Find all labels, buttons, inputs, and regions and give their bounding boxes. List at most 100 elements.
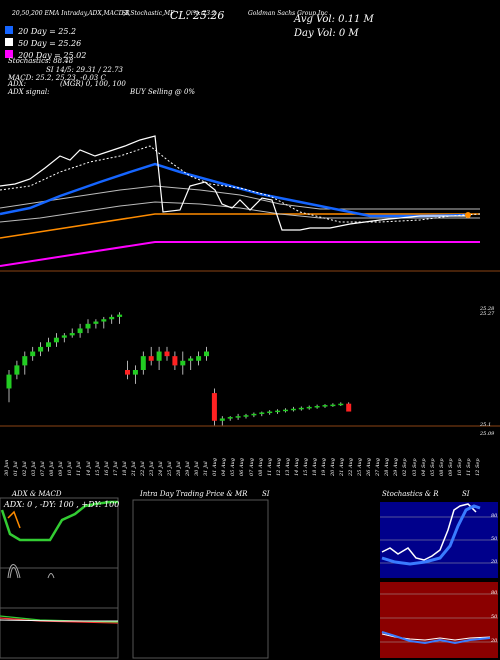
intraday-title-2: SI (262, 490, 270, 498)
adx-readout: ADX: 0 , -DY: 100 , +DY: 100 (4, 500, 120, 509)
legend-swatch-20 (5, 25, 13, 34)
legend-50day: 50 Day = 25.26 (5, 31, 86, 48)
legend-200day: 200 Day = 25.02 (5, 43, 86, 60)
candle-body (251, 413, 257, 416)
candle-body (172, 356, 178, 366)
date-tick-label: 09 Jul (58, 461, 65, 476)
date-axis: 30 Jun 01 Jul 02 Jul 03 Jul 07 Jul 08 Jul 09 J… (0, 440, 500, 490)
candle-body (283, 409, 288, 412)
candle-body (132, 370, 138, 375)
candle-body (164, 351, 170, 357)
candle-body (6, 374, 12, 389)
candle-body (275, 410, 281, 413)
date-tick-label: 05 Sep (429, 458, 436, 476)
date-tick-label: 04 Sep (420, 458, 427, 476)
adx-green-line (0, 500, 118, 542)
rsi-tick-80: 80 (491, 590, 498, 596)
candle-body (298, 407, 304, 410)
rsi-panel-bg (380, 582, 498, 658)
candle-body (314, 406, 320, 408)
candle-body (77, 328, 83, 334)
date-tick-label: 20 Aug (330, 458, 337, 476)
candle-body (93, 321, 99, 324)
date-tick-label: 08 Aug (257, 458, 264, 476)
stoch-tick-50: 50 (491, 536, 498, 542)
adx-signal-label: ADX signal: (8, 88, 50, 96)
date-tick-label: 01 Jul (13, 461, 20, 476)
bottom-panels (0, 497, 498, 659)
rsi-tick-20: 20 (491, 638, 498, 644)
date-tick-label: 26 Aug (366, 458, 373, 476)
date-tick-label: 01 Aug (212, 458, 219, 476)
candle-body (46, 342, 51, 347)
date-tick-label: 19 Aug (320, 458, 327, 476)
legend-swatch-200 (5, 49, 13, 58)
candle-body (69, 333, 75, 336)
date-tick-label: 10 Jul (67, 461, 74, 476)
band-lower-line (0, 201, 480, 223)
date-tick-label: 09 Sep (447, 458, 454, 476)
candle-body (180, 360, 186, 366)
price-right-4: 25.09 (480, 431, 495, 437)
candle-body (338, 403, 344, 406)
date-tick-label: 11 Aug (266, 458, 273, 476)
legend: 20 Day = 25.2 50 Day = 25.26 200 Day = 2… (5, 19, 86, 60)
macd-white-line (0, 619, 118, 622)
candle-chart (0, 312, 500, 427)
date-tick-label: 29 Aug (393, 458, 400, 476)
date-tick-label: 28 Aug (384, 458, 391, 476)
candle-body (211, 393, 217, 421)
price-right-1: 25.28 (480, 306, 495, 312)
ema-orange-line (0, 213, 480, 239)
candle-body (140, 356, 146, 370)
ema-20-line (0, 162, 471, 218)
header-left: 20,50,200 EMA Intraday,ADX,MACD,R (12, 10, 130, 17)
date-tick-label: 12 Aug (275, 458, 282, 476)
adx-label: ADX: (8, 80, 27, 88)
open-label: Oi%: 23.2 (186, 10, 216, 17)
candle-body (53, 337, 59, 343)
date-tick-label: 30 Jun (4, 459, 10, 476)
date-tick-label: 08 Sep (438, 458, 445, 476)
date-tick-label: 11 Jul (76, 461, 83, 476)
candle-body (61, 335, 67, 338)
date-tick-label: 27 Aug (375, 458, 382, 476)
intraday-title: Intra Day Trading Price & MR (140, 490, 248, 498)
candle-body (267, 411, 273, 414)
header-mid: SI,Stochastic,MF (122, 10, 175, 17)
candle-body (227, 417, 233, 419)
legend-label-20: 20 Day = 25.2 (18, 27, 77, 36)
date-tick-label: 02 Jul (22, 461, 29, 476)
date-tick-label: 14 Aug (293, 458, 300, 476)
close-label: CL: 25.26 (170, 9, 225, 22)
date-tick-label: 13 Aug (284, 458, 291, 476)
candle-body (117, 314, 123, 317)
date-tick-label: 25 Jul (167, 461, 174, 476)
company-name: Goldman Sachs Group Inc (248, 10, 328, 17)
candle-body (125, 370, 130, 375)
date-tick-label: 29 Jul (185, 461, 192, 476)
candle-body (30, 351, 36, 357)
date-tick-label: 03 Sep (411, 458, 418, 476)
stoch-tick-20: 20 (491, 559, 498, 565)
macd-readout: MACD: 25.2, 25.23, -0.03 C (8, 74, 106, 82)
si-readout: SI 14/5: 29.31 / 22.73 (46, 66, 123, 74)
date-tick-label: 18 Jul (121, 461, 128, 476)
candle-body (235, 416, 241, 418)
date-tick-label: 06 Aug (239, 458, 246, 476)
candle-body (243, 415, 249, 417)
ema-chart (0, 135, 500, 272)
candle-body (306, 406, 312, 409)
date-tick-label: 07 Aug (248, 458, 255, 476)
candle-body (188, 358, 194, 361)
candle-body (38, 346, 44, 352)
stoch-white-line (381, 503, 477, 561)
date-tick-label: 10 Sep (456, 458, 463, 476)
date-tick-label: 30 Jul (194, 461, 201, 476)
last-price-dot (465, 212, 471, 218)
date-tick-label: 22 Aug (348, 458, 355, 476)
day-vol: Day Vol: 0 M (294, 28, 359, 39)
stoch-title-2: SI (462, 490, 470, 498)
date-tick-label: 11 Sep (465, 458, 472, 476)
date-tick-label: 22 Jul (139, 461, 146, 476)
